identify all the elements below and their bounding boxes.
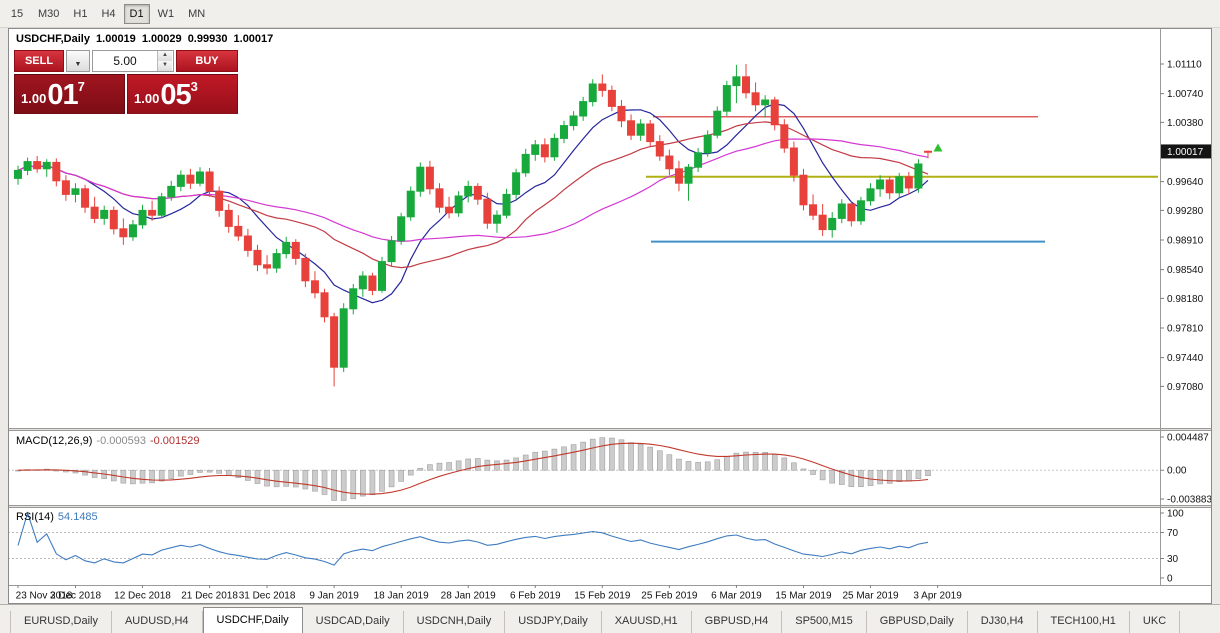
- buy-button[interactable]: BUY: [176, 50, 238, 72]
- chart-tab-usdchf-daily[interactable]: USDCHF,Daily: [202, 607, 303, 633]
- up-arrow-marker: [933, 143, 943, 152]
- timeframe-button-d1[interactable]: D1: [123, 3, 150, 24]
- svg-text:0.99640: 0.99640: [1167, 177, 1204, 188]
- chart-tab-sp500-m15[interactable]: SP500,M15: [782, 611, 867, 633]
- svg-text:70: 70: [1167, 528, 1179, 539]
- volume-dropdown-button[interactable]: ▼: [66, 50, 90, 72]
- timeframe-button-h1[interactable]: H1: [67, 4, 93, 24]
- chart-tabs: EURUSD,Daily AUDUSD,H4 USDCHF,Daily USDCAD,…: [0, 604, 1220, 633]
- macd-main-value: -0.000593: [96, 435, 146, 447]
- macd-pane: [15, 437, 931, 501]
- chart-tab-audusd-h4[interactable]: AUDUSD,H4: [112, 611, 203, 633]
- sell-price-pip-digit: 7: [77, 79, 85, 94]
- one-click-trading-panel: SELL ▼ ▲ ▼ BUY 1.00 01 7 1.00 05 3: [14, 50, 238, 114]
- chart-tab-dj30-h4[interactable]: DJ30,H4: [968, 611, 1038, 633]
- svg-text:23 Nov 2018: 23 Nov 2018: [16, 591, 73, 602]
- svg-text:6 Mar 2019: 6 Mar 2019: [711, 591, 762, 602]
- buy-price-display[interactable]: 1.00 05 3: [127, 74, 238, 114]
- chart-tab-usdcad-daily[interactable]: USDCAD,Daily: [303, 611, 404, 633]
- ohlc-high: 1.00029: [141, 33, 182, 45]
- timeframe-button-mn[interactable]: MN: [182, 4, 211, 24]
- chart-tab-eurusd-daily[interactable]: EURUSD,Daily: [10, 611, 112, 633]
- timeframe-button-m30[interactable]: M30: [32, 4, 65, 24]
- ohlc-open: 1.00019: [96, 33, 136, 45]
- sell-price-big-digits: 01: [47, 79, 78, 111]
- current-price-box: [1161, 144, 1212, 159]
- sell-price-display[interactable]: 1.00 01 7: [14, 74, 125, 114]
- volume-input[interactable]: [93, 51, 157, 71]
- svg-text:21 Dec 2018: 21 Dec 2018: [181, 591, 238, 602]
- svg-text:3 Apr 2019: 3 Apr 2019: [913, 591, 962, 602]
- ohlc-close: 1.00017: [233, 33, 274, 45]
- macd-signal-value: -0.001529: [149, 435, 200, 447]
- rsi-value: 54.1485: [57, 511, 98, 523]
- chart-tab-gbpusd-daily[interactable]: GBPUSD,Daily: [867, 611, 968, 633]
- chart-tab-usdjpy-daily[interactable]: USDJPY,Daily: [505, 611, 602, 633]
- macd-name: MACD(12,26,9): [16, 435, 93, 447]
- svg-text:0.004487: 0.004487: [1167, 433, 1209, 444]
- svg-text:28 Jan 2019: 28 Jan 2019: [441, 591, 496, 602]
- chevron-down-icon: ▼: [74, 60, 82, 68]
- moving-average-34: [17, 138, 929, 243]
- chart-tab-gbpusd-h4[interactable]: GBPUSD,H4: [692, 611, 783, 633]
- sell-price-prefix: 1.00: [21, 91, 47, 106]
- spin-up-icon: ▲: [158, 51, 172, 61]
- svg-text:12 Dec 2018: 12 Dec 2018: [114, 591, 171, 602]
- svg-text:0.98910: 0.98910: [1167, 236, 1204, 247]
- svg-text:1.00017: 1.00017: [1167, 147, 1204, 158]
- svg-text:15 Feb 2019: 15 Feb 2019: [574, 591, 631, 602]
- svg-text:0.99280: 0.99280: [1167, 206, 1204, 217]
- chart-window: 1.01110 1.00740 1.00380 0.99640 0.99280 0.989…: [8, 28, 1212, 604]
- buy-price-prefix: 1.00: [134, 91, 160, 106]
- buy-price-pip-digit: 3: [190, 79, 198, 94]
- svg-text:0.00: 0.00: [1167, 466, 1187, 477]
- svg-text:15 Mar 2019: 15 Mar 2019: [775, 591, 832, 602]
- volume-spinner[interactable]: ▲ ▼: [157, 51, 172, 71]
- buy-price-big-digits: 05: [160, 79, 191, 111]
- svg-text:31 Dec 2018: 31 Dec 2018: [239, 591, 296, 602]
- svg-text:6 Feb 2019: 6 Feb 2019: [510, 591, 561, 602]
- macd-label: MACD(12,26,9) -0.000593 -0.001529: [16, 435, 204, 447]
- svg-text:0.98180: 0.98180: [1167, 294, 1204, 305]
- svg-text:0: 0: [1167, 574, 1173, 585]
- trade-controls-row: SELL ▼ ▲ ▼ BUY: [14, 50, 238, 72]
- svg-text:9 Jan 2019: 9 Jan 2019: [309, 591, 359, 602]
- svg-text:18 Jan 2019: 18 Jan 2019: [374, 591, 429, 602]
- rsi-label: RSI(14) 54.1485: [16, 511, 102, 523]
- price-chart-canvas[interactable]: 1.01110 1.00740 1.00380 0.99640 0.99280 0.989…: [8, 28, 1212, 604]
- svg-text:0.97810: 0.97810: [1167, 324, 1204, 335]
- rsi-name: RSI(14): [16, 511, 54, 523]
- chart-tab-ukc[interactable]: UKC: [1130, 611, 1181, 633]
- timeframe-toolbar: 15 M30 H1 H4 D1 W1 MN: [0, 0, 1220, 28]
- svg-text:0.97080: 0.97080: [1167, 382, 1204, 393]
- spin-down-icon: ▼: [158, 61, 172, 71]
- trade-prices-row: 1.00 01 7 1.00 05 3: [14, 74, 238, 114]
- svg-text:25 Feb 2019: 25 Feb 2019: [641, 591, 698, 602]
- chart-ohlc-title: USDCHF,Daily 1.00019 1.00029 0.99930 1.0…: [16, 33, 276, 45]
- svg-text:1.00740: 1.00740: [1167, 89, 1204, 100]
- svg-text:30: 30: [1167, 554, 1179, 565]
- svg-text:25 Mar 2019: 25 Mar 2019: [842, 591, 899, 602]
- chart-tab-usdcnh-daily[interactable]: USDCNH,Daily: [404, 611, 506, 633]
- ohlc-low: 0.99930: [187, 33, 228, 45]
- svg-text:3 Dec 2018: 3 Dec 2018: [50, 591, 102, 602]
- timeframe-button-h4[interactable]: H4: [95, 4, 121, 24]
- chart-symbol-period: USDCHF,Daily: [16, 33, 90, 45]
- main-price-pane: [14, 64, 1158, 387]
- svg-text:-0.003883: -0.003883: [1167, 495, 1212, 506]
- timeframe-button-15[interactable]: 15: [4, 4, 30, 24]
- svg-text:1.01110: 1.01110: [1167, 60, 1202, 71]
- rsi-pane: [17, 511, 929, 566]
- svg-text:1.00380: 1.00380: [1167, 118, 1204, 129]
- svg-text:0.98540: 0.98540: [1167, 265, 1204, 276]
- sell-button[interactable]: SELL: [14, 50, 64, 72]
- chart-tab-xauusd-h1[interactable]: XAUUSD,H1: [602, 611, 692, 633]
- svg-text:0.97440: 0.97440: [1167, 353, 1204, 364]
- volume-field: ▲ ▼: [92, 50, 174, 72]
- chart-tab-tech100-h1[interactable]: TECH100,H1: [1038, 611, 1130, 633]
- timeframe-button-w1[interactable]: W1: [152, 4, 181, 24]
- svg-text:100: 100: [1167, 509, 1184, 520]
